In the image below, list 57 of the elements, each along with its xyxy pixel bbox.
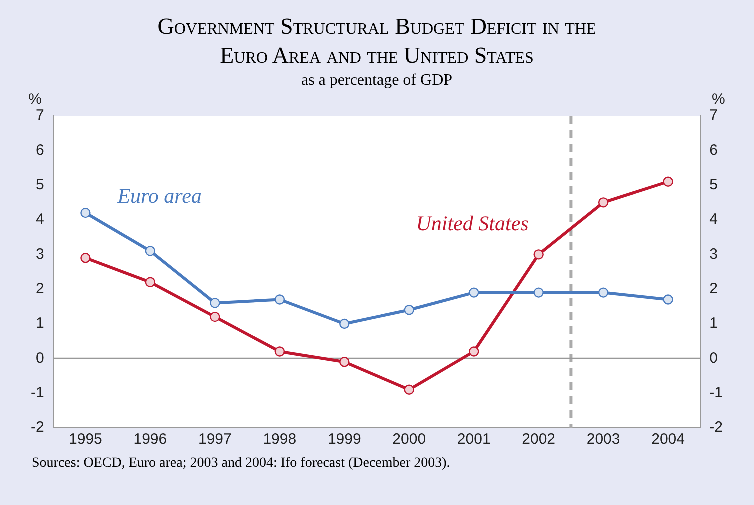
y2-tick-label: 0	[710, 350, 718, 367]
point	[340, 318, 350, 330]
x-tick-label: 2001	[457, 431, 491, 448]
y-tick-label: 5	[36, 176, 44, 194]
point	[663, 176, 674, 187]
y2-tick-label: 3	[710, 246, 718, 263]
point	[80, 208, 91, 218]
point	[210, 312, 220, 322]
x-tick-label: 1999	[328, 431, 362, 448]
y-tick-label: 1	[36, 315, 44, 332]
point	[274, 346, 285, 357]
chart-subtitle: as a percentage of GDP	[300, 72, 454, 90]
y2-tick-label: 6	[710, 142, 718, 159]
x-tick-label: 1998	[263, 431, 297, 448]
y-tick-label: 3	[36, 246, 44, 263]
x-tick-label: 1996	[134, 431, 168, 448]
x-tick-label: 2004	[652, 431, 685, 448]
point	[534, 288, 544, 298]
y-tick-label: -2	[30, 419, 44, 436]
y2-axis-title: %	[712, 91, 726, 108]
point	[80, 253, 91, 264]
y2-tick-label: 7	[710, 107, 718, 124]
y-axis-title: %	[28, 91, 42, 108]
y-tick-label: 7	[36, 107, 44, 124]
point	[404, 305, 414, 316]
y2-tick-label: -2	[710, 419, 724, 436]
point	[598, 198, 609, 208]
x-tick-label: 2002	[522, 431, 556, 448]
point	[469, 288, 480, 298]
point	[534, 250, 544, 260]
chart-title: Government Structural Budget Deficit in the Euro Area and the United States	[157, 13, 597, 70]
x-tick-label: 2003	[586, 431, 620, 448]
x-tick-label: 1995	[69, 431, 102, 448]
x-tick-label: 2000	[392, 431, 426, 448]
y2-tick-label: 2	[710, 280, 718, 298]
point	[404, 384, 414, 395]
y2-tick-label: 1	[710, 315, 718, 332]
y-tick-label: 0	[36, 350, 44, 367]
source-note: Sources: OECD, Euro area; 2003 and 2004: Ifo forecast (December 2003).	[32, 456, 452, 472]
point	[145, 277, 156, 288]
y-tick-label: 4	[36, 211, 44, 228]
y-tick-label: -1	[30, 384, 44, 402]
point	[469, 346, 480, 357]
point	[274, 294, 285, 305]
point	[598, 288, 609, 298]
y-tick-label: 6	[36, 142, 44, 159]
point	[340, 357, 350, 368]
point	[210, 298, 220, 308]
point	[145, 246, 156, 256]
y2-tick-label: 4	[710, 211, 718, 228]
y2-tick-label: -1	[710, 384, 724, 402]
point	[663, 294, 674, 305]
series-label: United States	[416, 212, 529, 236]
y-tick-label: 2	[36, 280, 44, 298]
series-label: Euro area	[116, 184, 202, 208]
y2-tick-label: 5	[710, 176, 718, 194]
x-tick-label: 1997	[198, 431, 232, 448]
